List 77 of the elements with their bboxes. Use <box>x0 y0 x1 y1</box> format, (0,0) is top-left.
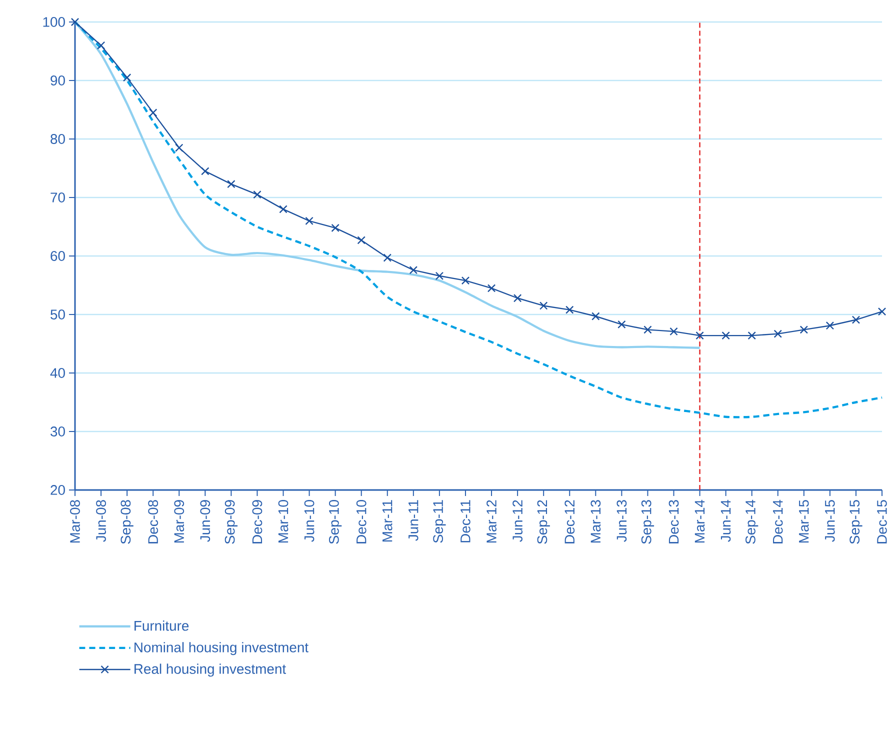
point <box>201 167 210 176</box>
y-tick-label: 80 <box>50 134 65 144</box>
point <box>539 302 548 310</box>
point <box>748 331 756 340</box>
x-tick-label: Sep-13 <box>641 500 654 544</box>
point <box>357 236 366 244</box>
x-tick-label: Jun-12 <box>512 500 522 542</box>
legend-label: Nominal housing investment <box>134 642 308 656</box>
y-tick-label: 90 <box>50 76 65 86</box>
x-tick-label: Dec-08 <box>148 500 158 544</box>
x-tick-label: Mar-09 <box>174 500 184 543</box>
point <box>279 205 288 214</box>
x-tick-label: Jun-13 <box>616 500 627 542</box>
x-tick-label: Sep-12 <box>537 500 550 544</box>
x-tick-label: Sep-10 <box>329 500 342 544</box>
point <box>774 330 782 338</box>
point <box>383 254 392 262</box>
point <box>800 326 808 334</box>
x-tick-label: Jun-10 <box>304 500 314 542</box>
x-tick-label: Sep-09 <box>224 500 238 544</box>
y-tick-label: 50 <box>50 310 65 320</box>
y-tick-label: 60 <box>50 251 65 261</box>
point <box>618 320 626 329</box>
point <box>148 108 158 117</box>
y-tick-label: 70 <box>50 192 65 202</box>
point <box>513 294 522 302</box>
y-tick-label: 40 <box>50 368 65 378</box>
x-tick-label: Mar-08 <box>70 500 80 543</box>
x-tick-label: Jun-14 <box>720 500 731 542</box>
point <box>435 272 444 280</box>
x-tick-label: Dec-13 <box>668 500 679 544</box>
x-tick-label: Jun-11 <box>408 500 418 541</box>
point <box>696 331 704 340</box>
point <box>592 312 600 320</box>
x-tick-label: Dec-12 <box>564 500 575 544</box>
point <box>70 18 80 26</box>
x-tick-label: Mar-11 <box>382 500 392 542</box>
y-tick-label: 100 <box>43 17 65 27</box>
x-tick-label: Sep-15 <box>850 500 862 544</box>
point <box>331 224 340 232</box>
y-tick-label: 30 <box>50 426 65 436</box>
point <box>487 284 496 292</box>
x-tick-label: Mar-12 <box>486 500 496 543</box>
point <box>722 331 730 340</box>
x-tick-label: Mar-13 <box>590 500 601 543</box>
x-tick-label: Dec-10 <box>356 500 366 544</box>
point <box>826 321 834 330</box>
legend-label: Real housing investment <box>134 664 286 677</box>
x-tick-label: Jun-08 <box>96 500 106 542</box>
point <box>670 327 678 336</box>
point <box>253 190 262 199</box>
point <box>305 216 314 226</box>
point <box>409 266 418 274</box>
x-tick-label: Jun-15 <box>825 500 835 542</box>
point <box>227 180 236 188</box>
y-tick-label: 20 <box>50 485 65 495</box>
x-tick-label: Mar-14 <box>694 500 705 543</box>
x-tick-label: Jun-09 <box>200 500 210 542</box>
x-tick-label: Sep-14 <box>746 500 758 544</box>
point <box>878 307 886 316</box>
x-tick-label: Sep-08 <box>120 500 134 544</box>
point <box>852 316 860 324</box>
x-tick-label: Sep-11 <box>433 500 446 543</box>
point <box>565 306 574 314</box>
line-series <box>74 20 884 418</box>
x-tick-label: Mar-10 <box>278 500 288 543</box>
point <box>96 41 106 50</box>
x-tick-label: Dec-09 <box>252 500 262 544</box>
x-tick-label: Dec-14 <box>773 500 783 544</box>
legend-label: Furniture <box>134 620 189 631</box>
x-tick-label: Mar-15 <box>799 500 809 543</box>
point <box>644 326 652 334</box>
x-tick-label: Dec-11 <box>460 500 470 542</box>
point <box>461 276 470 285</box>
point <box>122 73 132 82</box>
point <box>175 144 184 152</box>
x-tick-label: Dec-15 <box>877 500 887 544</box>
